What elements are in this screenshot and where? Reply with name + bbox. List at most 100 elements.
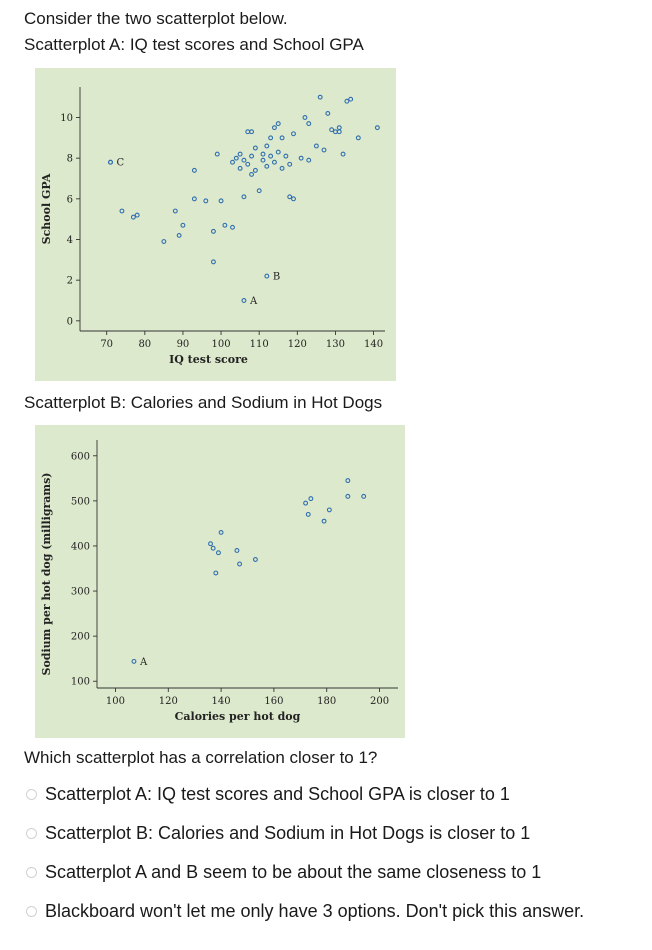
y-axis-label: School GPA (40, 173, 53, 244)
data-point (336, 129, 342, 135)
data-point (279, 135, 285, 141)
data-point (298, 155, 304, 161)
data-point (230, 224, 235, 230)
y-tick-label: 200 (71, 632, 90, 643)
x-axis-label: Calories per hot dog (175, 710, 301, 723)
point-label: A (249, 296, 258, 307)
point-label: C (117, 158, 125, 169)
data-point (329, 127, 335, 133)
data-point (268, 135, 274, 141)
x-tick-label: 130 (326, 339, 345, 350)
intro-text: Consider the two scatterplot below. (24, 9, 288, 28)
x-tick-label: 90 (177, 339, 190, 350)
data-point (313, 143, 319, 149)
data-point (325, 110, 331, 116)
option-c-label: Scatterplot A and B seem to be about the… (45, 862, 542, 882)
radio-icon[interactable] (26, 828, 37, 839)
data-point (252, 145, 258, 151)
option-d[interactable]: Blackboard won't let me only have 3 opti… (26, 901, 584, 922)
labeled-data-point (264, 273, 270, 279)
data-point (287, 161, 293, 167)
x-tick-label: 120 (288, 339, 307, 350)
radio-icon[interactable] (26, 906, 37, 917)
data-point (264, 163, 270, 169)
labeled-data-point (108, 159, 113, 165)
data-point (249, 129, 255, 135)
option-b[interactable]: Scatterplot B: Calories and Sodium in Ho… (26, 823, 530, 844)
option-c[interactable]: Scatterplot A and B seem to be about the… (26, 862, 541, 883)
x-tick-label: 100 (106, 696, 125, 707)
data-point (321, 518, 327, 524)
data-point (191, 196, 197, 202)
x-tick-label: 140 (212, 696, 231, 707)
scatterplot-b-svg: 100 120 140 160 180 200 100 200 300 400 500 600 Calo… (40, 440, 398, 723)
data-point (279, 165, 285, 171)
data-point (222, 222, 228, 228)
data-point (355, 135, 361, 141)
y-tick-label: 600 (71, 451, 90, 462)
x-tick-label: 180 (317, 696, 336, 707)
data-point (303, 500, 309, 506)
point-label: B (273, 272, 280, 283)
data-point (302, 115, 308, 120)
labeled-data-point (241, 298, 247, 303)
data-point (210, 545, 216, 551)
scatterplot-a-label: Scatterplot A: IQ test scores and School… (24, 35, 364, 54)
data-point (161, 239, 167, 244)
y-tick-label: 6 (67, 194, 73, 205)
data-point (321, 147, 327, 153)
scatterplot-a: 70 80 90 100 110 120 130 140 0 2 4 6 8 10 IQ test scor… (35, 68, 396, 381)
data-point (249, 153, 255, 159)
option-a[interactable]: Scatterplot A: IQ test scores and School… (26, 784, 510, 805)
data-point (234, 548, 240, 553)
point-label: A (139, 657, 148, 668)
x-tick-label: 100 (212, 339, 231, 350)
data-point (245, 129, 251, 135)
scatterplot-a-svg: 70 80 90 100 110 120 130 140 0 2 4 6 8 10 IQ test scor… (40, 87, 385, 366)
y-tick-label: 0 (67, 316, 73, 327)
data-point (260, 151, 266, 157)
data-point (305, 511, 311, 517)
radio-icon[interactable] (26, 789, 37, 800)
data-point (317, 94, 323, 100)
data-point (291, 131, 296, 137)
data-point (203, 198, 209, 204)
data-point (245, 161, 251, 167)
option-b-label: Scatterplot B: Calories and Sodium in Ho… (45, 823, 531, 843)
data-point (374, 125, 380, 131)
y-axis-label: Sodium per hot dog (milligrams) (40, 473, 53, 676)
data-point (172, 208, 178, 214)
data-point (345, 478, 351, 484)
data-point (233, 155, 239, 161)
y-tick-label: 10 (60, 113, 73, 124)
data-point (283, 153, 289, 159)
data-point (230, 159, 235, 165)
data-point (345, 493, 351, 499)
question-text: Which scatterplot has a correlation clos… (24, 748, 378, 767)
option-d-label: Blackboard won't let me only have 3 opti… (45, 901, 585, 921)
data-point (287, 194, 293, 200)
data-point (252, 167, 258, 173)
data-point (130, 214, 136, 220)
data-point (308, 496, 314, 502)
data-point (252, 557, 258, 562)
y-tick-label: 100 (71, 677, 90, 688)
data-point (249, 171, 255, 177)
x-tick-label: 200 (370, 696, 389, 707)
option-a-label: Scatterplot A: IQ test scores and School… (45, 784, 510, 804)
data-point (218, 198, 224, 204)
radio-icon[interactable] (26, 867, 37, 878)
data-point (361, 493, 367, 499)
y-tick-label: 4 (67, 235, 73, 246)
data-point (344, 98, 350, 104)
data-point (271, 159, 277, 165)
data-point (271, 125, 277, 131)
y-tick-label: 400 (71, 541, 90, 552)
data-point (119, 208, 125, 214)
data-point (264, 143, 270, 149)
data-point (306, 121, 312, 127)
scatterplot-b-label: Scatterplot B: Calories and Sodium in Ho… (24, 393, 383, 412)
data-point (340, 151, 346, 157)
data-point (210, 228, 216, 234)
x-tick-label: 80 (138, 339, 151, 350)
